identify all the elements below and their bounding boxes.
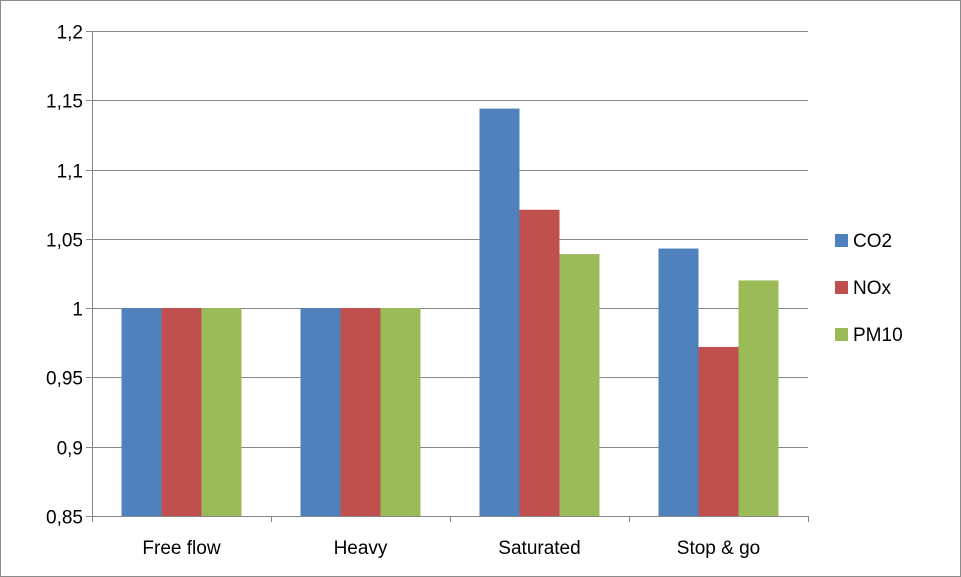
bar-co2-3 (658, 248, 699, 517)
legend-label-co2: CO2 (853, 231, 892, 252)
bar-pm10-1 (380, 308, 421, 516)
legend: CO2 NOx PM10 (835, 231, 903, 346)
y-tick-label: 1,1 (57, 162, 83, 183)
bar-pm10-3 (738, 280, 779, 516)
legend-label-nox: NOx (853, 278, 892, 299)
axes (86, 31, 809, 522)
legend-swatch-nox (835, 281, 848, 294)
tick-labels: 0,85 0,9 0,95 1 1,05 1,1 1,15 1,2 Free flow Heavy… (46, 23, 760, 560)
y-tick-label: 0,9 (57, 439, 83, 460)
bar-nox-3 (698, 346, 739, 516)
bar-co2-0 (121, 308, 162, 516)
bar-pm10-2 (559, 254, 600, 516)
y-tick-label: 1,15 (46, 92, 83, 113)
y-tick-label: 1,2 (57, 23, 83, 44)
x-tick-label: Heavy (334, 538, 388, 559)
bar-co2-1 (300, 308, 341, 516)
legend-swatch-pm10 (835, 328, 848, 341)
bar-nox-2 (519, 209, 560, 516)
x-tick-label: Saturated (498, 538, 580, 559)
y-tick-label: 0,95 (46, 369, 83, 390)
x-tick-label: Stop & go (677, 538, 760, 559)
bar-co2-2 (479, 108, 520, 516)
bar-nox-0 (161, 308, 202, 516)
legend-swatch-co2 (835, 234, 848, 247)
y-tick-label: 1 (72, 300, 83, 321)
bars (121, 108, 779, 517)
x-tick-label: Free flow (142, 538, 220, 559)
bar-pm10-0 (201, 308, 242, 516)
bar-nox-1 (340, 308, 381, 516)
y-tick-label: 0,85 (46, 508, 83, 529)
legend-label-pm10: PM10 (853, 325, 903, 346)
y-tick-label: 1,05 (46, 231, 83, 252)
